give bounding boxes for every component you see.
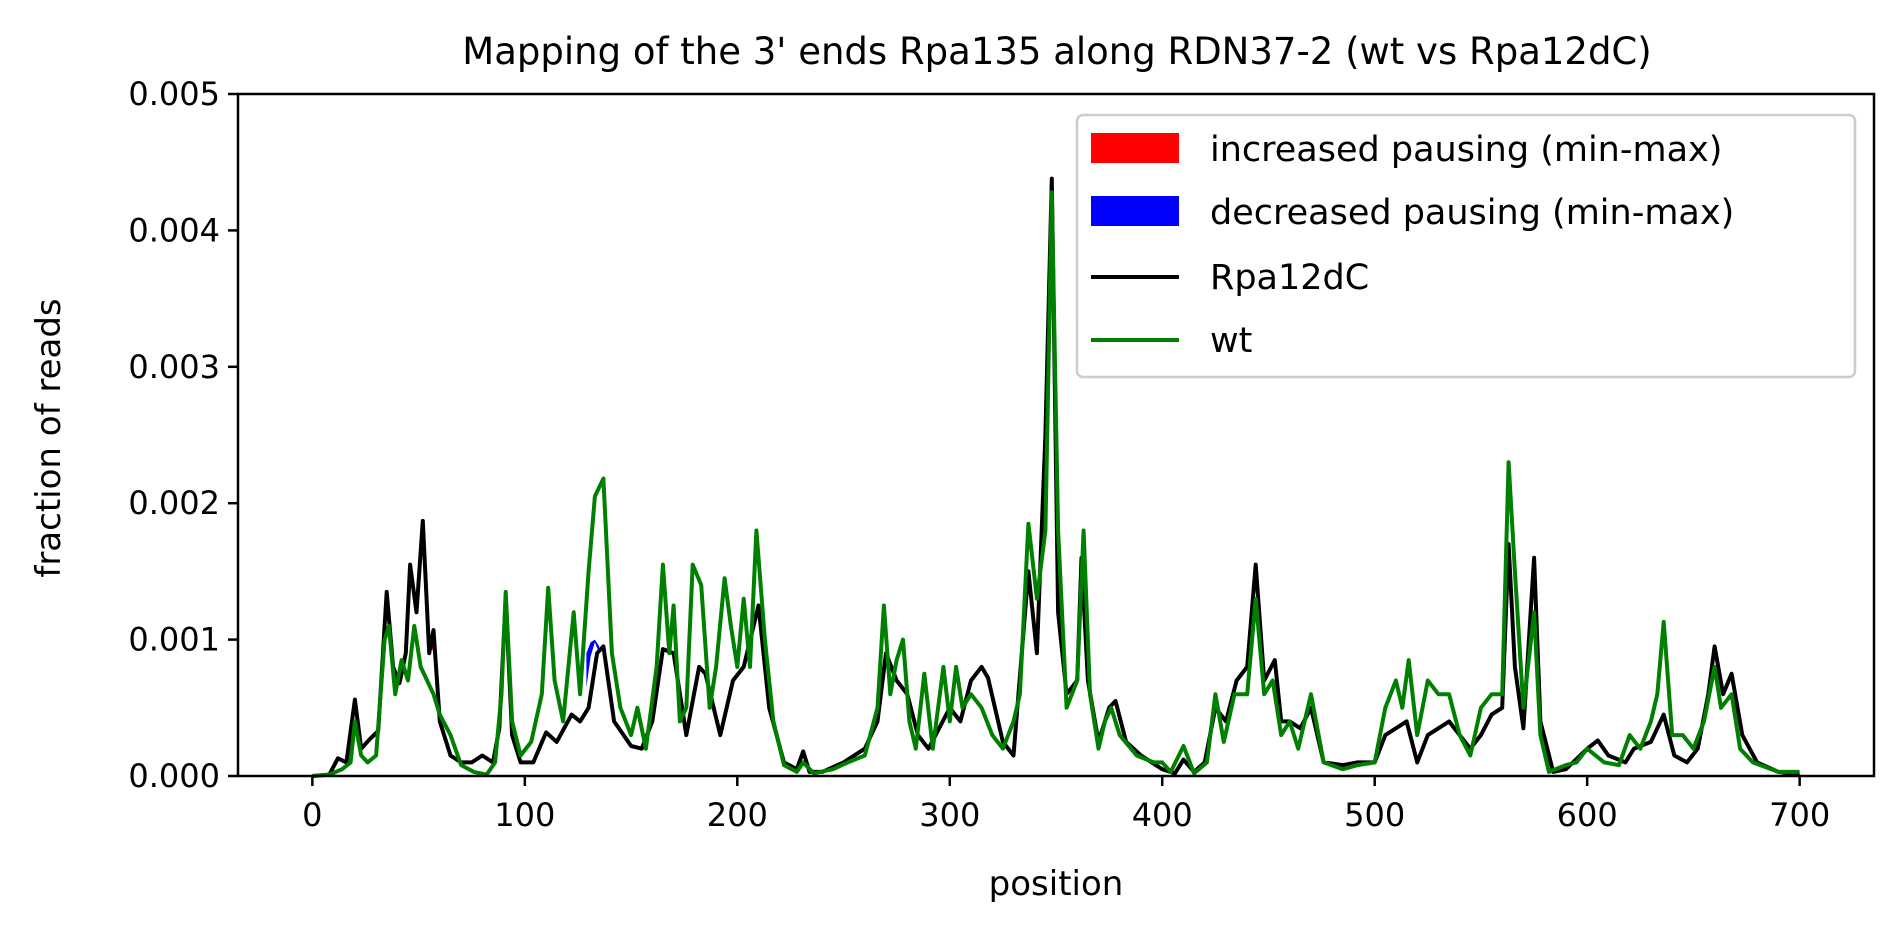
y-tick-label: 0.004: [128, 211, 220, 249]
x-tick-label: 700: [1769, 796, 1830, 834]
x-tick-label: 100: [494, 796, 555, 834]
x-axis-label: position: [989, 864, 1124, 904]
x-axis: 0 100 200 300 400 500 600 700: [302, 776, 1830, 834]
legend-label-decreased: decreased pausing (min-max): [1210, 193, 1734, 233]
x-tick-label: 200: [707, 796, 768, 834]
legend-swatch-increased: [1091, 133, 1179, 163]
y-tick-label: 0.002: [128, 484, 220, 522]
x-tick-label: 500: [1344, 796, 1405, 834]
y-tick-label: 0.003: [128, 348, 220, 386]
y-tick-label: 0.005: [128, 75, 220, 113]
plot-area: [312, 176, 1800, 778]
y-axis: 0.000 0.001 0.002 0.003 0.004 0.005: [128, 75, 238, 795]
y-tick-label: 0.001: [128, 621, 220, 659]
x-tick-label: 600: [1557, 796, 1618, 834]
y-axis-label: fraction of reads: [29, 298, 69, 577]
x-tick-label: 0: [302, 796, 322, 834]
axes-frame: [236, 92, 1876, 778]
legend-label-increased: increased pausing (min-max): [1210, 130, 1722, 170]
legend-swatch-decreased: [1091, 196, 1179, 226]
decreased-pausing-region-0: [586, 639, 600, 688]
legend: increased pausing (min-max) decreased pa…: [1075, 113, 1857, 379]
x-tick-label: 300: [919, 796, 980, 834]
chart-title: Mapping of the 3' ends Rpa135 along RDN3…: [462, 30, 1651, 73]
x-tick-label: 400: [1132, 796, 1193, 834]
y-tick-label: 0.000: [128, 757, 220, 795]
legend-label-wt: wt: [1210, 321, 1252, 361]
legend-label-rpa12dc: Rpa12dC: [1210, 258, 1369, 298]
series-line-wt: [312, 190, 1800, 778]
legend-box: [1075, 113, 1857, 379]
